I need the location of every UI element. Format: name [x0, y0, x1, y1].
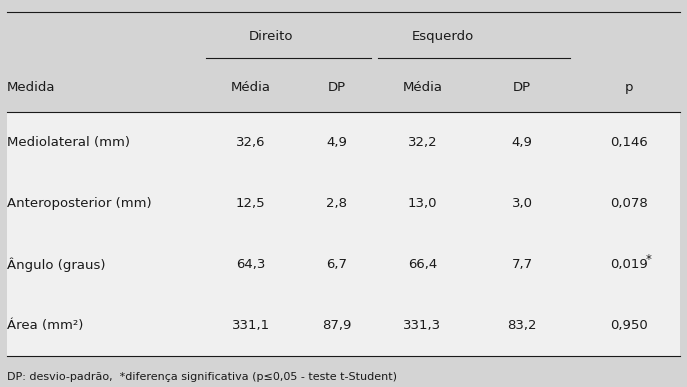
Text: Medida: Medida — [7, 80, 56, 94]
Text: Ângulo (graus): Ângulo (graus) — [7, 257, 105, 272]
Text: Esquerdo: Esquerdo — [412, 30, 474, 43]
Text: 331,3: 331,3 — [403, 319, 442, 332]
FancyBboxPatch shape — [7, 234, 680, 295]
Text: 0,146: 0,146 — [610, 136, 647, 149]
Text: 66,4: 66,4 — [408, 258, 437, 271]
Text: 32,2: 32,2 — [407, 136, 438, 149]
Text: DP: DP — [328, 80, 346, 94]
Text: 7,7: 7,7 — [512, 258, 532, 271]
Text: 3,0: 3,0 — [512, 197, 532, 210]
Text: Anteroposterior (mm): Anteroposterior (mm) — [7, 197, 152, 210]
Text: 4,9: 4,9 — [326, 136, 347, 149]
Text: Média: Média — [403, 80, 442, 94]
Text: 83,2: 83,2 — [508, 319, 537, 332]
Text: 331,1: 331,1 — [232, 319, 270, 332]
Text: 12,5: 12,5 — [236, 197, 266, 210]
Text: Direito: Direito — [249, 30, 293, 43]
Text: 6,7: 6,7 — [326, 258, 347, 271]
Text: 0,019: 0,019 — [610, 258, 647, 271]
FancyBboxPatch shape — [7, 295, 680, 356]
Text: 13,0: 13,0 — [408, 197, 437, 210]
FancyBboxPatch shape — [7, 112, 680, 173]
Text: 4,9: 4,9 — [512, 136, 532, 149]
Text: 0,950: 0,950 — [610, 319, 647, 332]
Text: DP: DP — [513, 80, 531, 94]
Text: 0,078: 0,078 — [610, 197, 647, 210]
Text: 2,8: 2,8 — [326, 197, 347, 210]
Text: 64,3: 64,3 — [236, 258, 265, 271]
Text: Média: Média — [231, 80, 271, 94]
Text: Mediolateral (mm): Mediolateral (mm) — [7, 136, 130, 149]
Text: Área (mm²): Área (mm²) — [7, 319, 83, 332]
FancyBboxPatch shape — [7, 173, 680, 234]
Text: 32,6: 32,6 — [236, 136, 265, 149]
FancyBboxPatch shape — [7, 12, 680, 112]
Text: DP: desvio-padrão,  *diferença significativa (p≤0,05 - teste t-Student): DP: desvio-padrão, *diferença significat… — [7, 372, 397, 382]
Text: *: * — [646, 253, 652, 267]
Text: 87,9: 87,9 — [322, 319, 351, 332]
Text: p: p — [624, 80, 633, 94]
